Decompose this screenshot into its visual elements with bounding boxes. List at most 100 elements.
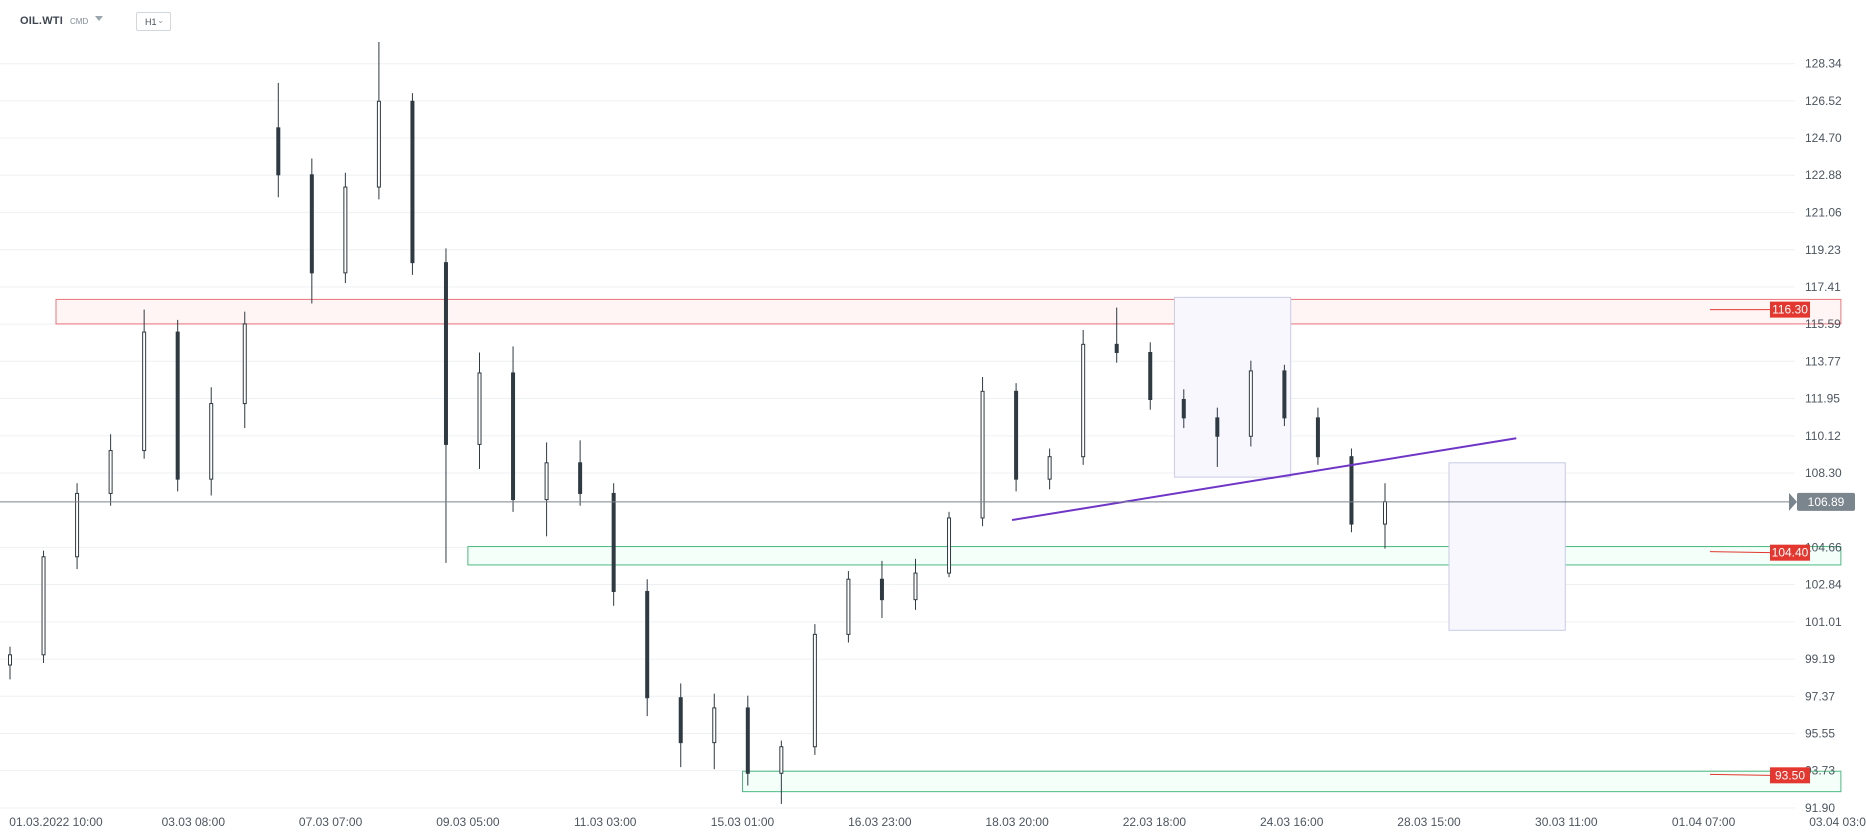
level-price-label: 116.30 <box>1772 303 1808 317</box>
candle-body <box>611 492 616 592</box>
highlight-box-top <box>1173 296 1292 478</box>
candles-layer <box>8 42 1387 804</box>
candle-body <box>1181 398 1186 419</box>
candle-body <box>309 174 314 274</box>
current-price-marker-arrow <box>1789 492 1797 511</box>
y-axis-tick-label: 101.01 <box>1805 615 1842 629</box>
candle-body <box>812 633 817 748</box>
highlight-box-bottom <box>1448 462 1566 631</box>
candle-body <box>913 572 918 601</box>
x-axis-tick-label: 07.03 07:00 <box>299 815 363 829</box>
x-axis-tick-label: 18.03 20:00 <box>985 815 1049 829</box>
candle-body <box>108 450 113 494</box>
highlight-boxes-layer <box>1173 296 1566 631</box>
candle-body <box>980 390 985 519</box>
y-axis-tick-label: 124.70 <box>1805 131 1842 145</box>
x-axis-tick-label: 11.03 03:00 <box>574 815 637 829</box>
symbol-dropdown-caret-icon[interactable] <box>95 16 103 21</box>
x-axis-tick-label: 09.03 05:00 <box>436 815 500 829</box>
resistance-zone <box>55 298 1842 325</box>
y-axis-tick-label: 104.66 <box>1805 540 1842 554</box>
lines-layer <box>0 309 1795 776</box>
candle-body <box>1081 343 1086 458</box>
x-axis-tick-label: 03.04 03:00 <box>1809 815 1866 829</box>
x-axis-tick-label: 22.03 18:00 <box>1123 815 1187 829</box>
candle-body <box>511 372 516 501</box>
candle-body <box>1248 370 1253 437</box>
candle-body <box>712 707 717 744</box>
candle-body <box>343 186 348 274</box>
candle-body <box>544 462 549 501</box>
y-axis-tick-label: 99.19 <box>1805 652 1835 666</box>
chevron-down-icon: ⌄ <box>157 16 164 25</box>
candle-body <box>1047 456 1052 480</box>
level-connector-line <box>1709 551 1771 554</box>
timeframe-selector[interactable]: H1 ⌄ <box>136 12 171 31</box>
candle-body <box>1148 352 1153 400</box>
candle-body <box>376 100 381 188</box>
candle-body <box>8 654 12 666</box>
level-price-label: 93.50 <box>1775 768 1805 782</box>
candle-body <box>276 127 281 176</box>
level-connector-line <box>1709 773 1771 776</box>
y-axis-tick-label: 111.95 <box>1805 391 1840 405</box>
x-axis-tick-label: 15.03 01:00 <box>711 815 775 829</box>
candle-body <box>947 517 952 574</box>
candle-body <box>242 323 247 405</box>
candle-body <box>209 403 214 480</box>
candle-body <box>1014 390 1019 480</box>
y-axis-tick-label: 95.55 <box>1805 726 1835 740</box>
y-axis-tick-label: 119.23 <box>1805 243 1841 257</box>
trendline <box>1011 437 1517 521</box>
y-axis-tick-label: 122.88 <box>1805 168 1842 182</box>
candle-body <box>41 556 46 656</box>
zones-layer <box>55 298 1842 793</box>
candle-body <box>1315 417 1320 458</box>
grid-layer <box>0 63 1795 809</box>
candle-body <box>142 331 147 452</box>
candle-body <box>1349 456 1354 525</box>
candle-body <box>846 578 851 635</box>
y-axis-tick-label: 97.37 <box>1805 689 1835 703</box>
y-axis-tick-label: 110.12 <box>1805 429 1841 443</box>
x-axis-tick-label: 24.03 16:00 <box>1260 815 1324 829</box>
y-axis-tick-label: 91.90 <box>1805 801 1835 815</box>
axis-layer: 128.34 126.52 124.70 122.88 121.06 119.23 117.… <box>9 57 1866 829</box>
candle-body <box>477 372 482 445</box>
candle-body <box>678 697 683 744</box>
x-axis-tick-label: 01.04 07:00 <box>1672 815 1736 829</box>
level-price-marker <box>1770 544 1810 561</box>
x-axis-tick-label: 30.03 11:00 <box>1535 815 1598 829</box>
candle-body <box>75 492 80 558</box>
x-axis-tick-label: 01.03.2022 10:00 <box>9 815 103 829</box>
support-zone <box>742 770 1842 793</box>
instrument-type: CMD <box>70 17 89 26</box>
candle-body <box>578 462 583 494</box>
candle-body <box>175 331 180 480</box>
y-axis-tick-label: 93.73 <box>1805 764 1835 778</box>
support-zone <box>467 546 1842 566</box>
y-axis-tick-label: 128.34 <box>1805 57 1842 71</box>
y-axis-tick-label: 126.52 <box>1805 94 1842 108</box>
candle-body <box>410 100 415 264</box>
level-price-label: 104.40 <box>1772 546 1809 560</box>
candle-body <box>1114 343 1119 354</box>
current-price-label: 106.89 <box>1808 495 1845 509</box>
candle-body <box>779 746 784 774</box>
y-axis-tick-label: 121.06 <box>1805 205 1842 219</box>
candle-body <box>879 578 884 601</box>
y-axis-tick-label: 115.59 <box>1805 317 1841 331</box>
y-axis-tick-label: 102.84 <box>1805 578 1842 592</box>
candle-body <box>1215 417 1220 437</box>
level-price-marker <box>1770 301 1810 318</box>
candle-body <box>443 262 448 445</box>
symbol-name: OIL.WTI <box>20 15 63 27</box>
candle-body <box>1383 501 1387 525</box>
candle-body <box>745 707 750 774</box>
current-price-marker <box>1797 492 1855 511</box>
candle-body <box>645 590 650 699</box>
chart-toolbar: OIL.WTI CMD H1 ⌄ <box>0 0 1866 40</box>
x-axis-tick-label: 03.03 08:00 <box>162 815 226 829</box>
